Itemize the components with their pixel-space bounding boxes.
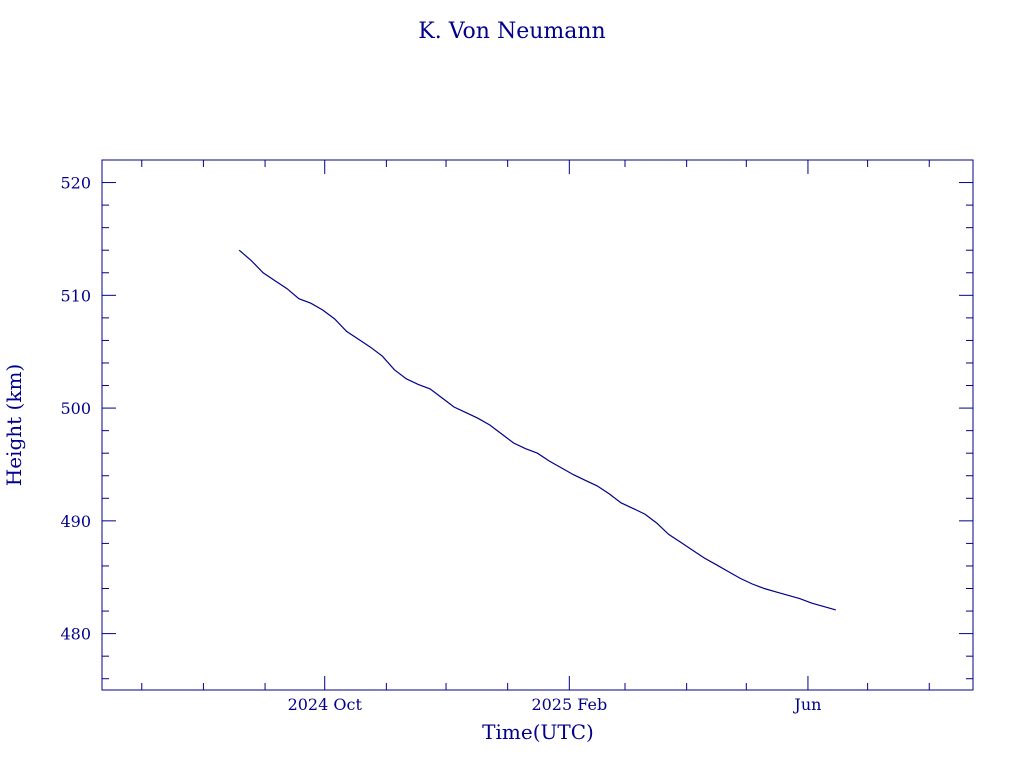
x-tick-label: 2025 Feb <box>531 695 607 714</box>
x-axis-label: Time(UTC) <box>482 720 594 744</box>
y-tick-label: 500 <box>60 399 91 418</box>
x-tick-label: Jun <box>792 695 821 714</box>
y-tick-label: 520 <box>60 174 91 193</box>
y-tick-label: 480 <box>60 625 91 644</box>
plot-frame <box>101 159 974 691</box>
x-axis: 2024 Oct 2025 Feb Jun <box>141 160 930 714</box>
series-line <box>238 249 836 611</box>
y-tick-label: 510 <box>60 286 91 305</box>
y-axis-label: Height (km) <box>2 364 26 486</box>
chart-title: K. Von Neumann <box>418 19 605 44</box>
x-tick-label: 2024 Oct <box>288 695 363 714</box>
y-tick-label: 490 <box>60 512 91 531</box>
y-axis: 480 490 500 510 520 <box>60 159 973 680</box>
